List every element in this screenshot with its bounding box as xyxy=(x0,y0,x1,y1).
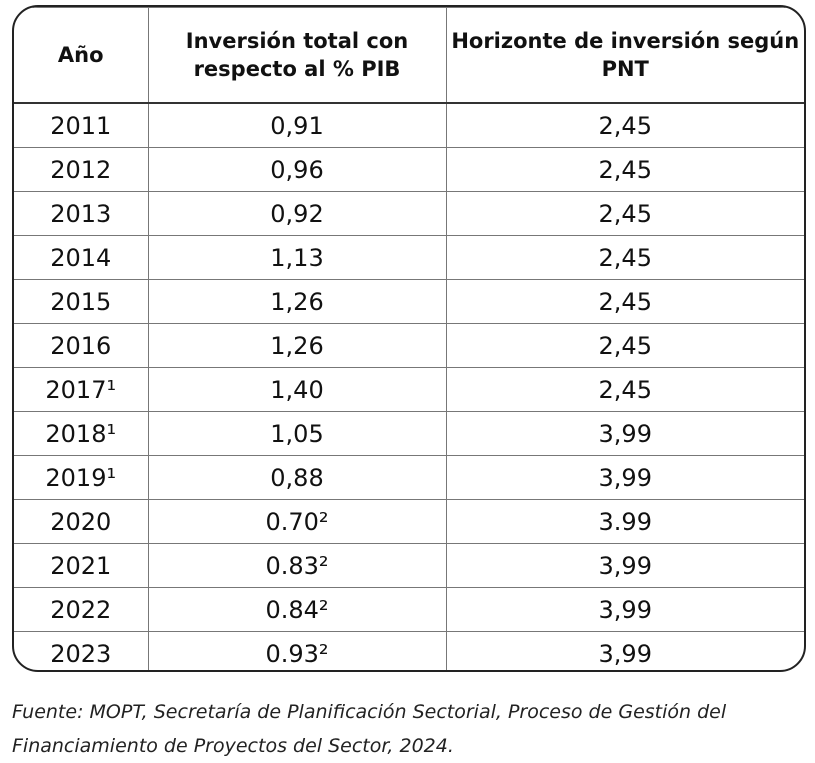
table-cell: 0,92 xyxy=(147,191,447,236)
table-row: 2014 1,13 2,45 xyxy=(14,235,804,280)
table-cell: 2019¹ xyxy=(14,455,149,500)
table-row: 2016 1,26 2,45 xyxy=(14,323,804,368)
table-cell: 2016 xyxy=(14,323,149,368)
table-cell: 0.70² xyxy=(147,499,447,544)
table-cell: 3,99 xyxy=(445,587,804,632)
table-row: 2015 1,26 2,45 xyxy=(14,279,804,324)
table-cell: 0,96 xyxy=(147,147,447,192)
table-row: 2018¹ 1,05 3,99 xyxy=(14,411,804,456)
table-cell: 2012 xyxy=(14,147,149,192)
table-row: 2017¹ 1,40 2,45 xyxy=(14,367,804,412)
table-row: 2012 0,96 2,45 xyxy=(14,147,804,192)
source-line: Fuente: MOPT, Secretaría de Planificació… xyxy=(12,701,727,723)
table-cell: 2023 xyxy=(14,631,149,670)
header-row: Año Inversión total con respecto al % PIB… xyxy=(14,7,804,104)
table-cell: 3,99 xyxy=(445,455,804,500)
table-row: 2011 0,91 2,45 xyxy=(14,102,804,148)
table-cell: 3,99 xyxy=(445,631,804,670)
table-frame: Año Inversión total con respecto al % PIB… xyxy=(12,5,806,672)
table-cell: 1,40 xyxy=(147,367,447,412)
table-cell: 2,45 xyxy=(445,191,804,236)
header-cell: Horizonte de inversión según PNT xyxy=(445,7,804,104)
table-cell: 3,99 xyxy=(445,411,804,456)
header-cell: Inversión total con respecto al % PIB xyxy=(147,7,447,104)
source-line: Financiamiento de Proyectos del Sector, … xyxy=(12,735,454,757)
table-cell: 2,45 xyxy=(445,147,804,192)
table-cell: 2013 xyxy=(14,191,149,236)
table-row: 2019¹ 0,88 3,99 xyxy=(14,455,804,500)
table-cell: 1,05 xyxy=(147,411,447,456)
table-cell: 0,88 xyxy=(147,455,447,500)
table-cell: 0,91 xyxy=(147,102,447,148)
table-cell: 2014 xyxy=(14,235,149,280)
table-cell: 2022 xyxy=(14,587,149,632)
table-cell: 1,26 xyxy=(147,323,447,368)
table-row: 2023 0.93² 3,99 xyxy=(14,631,804,670)
table-cell: 2017¹ xyxy=(14,367,149,412)
table-row: 2013 0,92 2,45 xyxy=(14,191,804,236)
table-row: 2021 0.83² 3,99 xyxy=(14,543,804,588)
header-cell: Año xyxy=(14,7,149,104)
table-cell: 1,26 xyxy=(147,279,447,324)
source-note: Fuente: MOPT, Secretaría de Planificació… xyxy=(12,695,726,763)
table-row: 2020 0.70² 3.99 xyxy=(14,499,804,544)
table-cell: 2,45 xyxy=(445,323,804,368)
table-cell: 1,13 xyxy=(147,235,447,280)
table-row: 2022 0.84² 3,99 xyxy=(14,587,804,632)
table-cell: 2,45 xyxy=(445,367,804,412)
table-cell: 0.93² xyxy=(147,631,447,670)
table-cell: 2,45 xyxy=(445,279,804,324)
table-cell: 2,45 xyxy=(445,235,804,280)
table-cell: 2,45 xyxy=(445,102,804,148)
table-cell: 2020 xyxy=(14,499,149,544)
table-cell: 2015 xyxy=(14,279,149,324)
table-cell: 2011 xyxy=(14,102,149,148)
table-cell: 3,99 xyxy=(445,543,804,588)
table-cell: 2018¹ xyxy=(14,411,149,456)
table-cell: 0.83² xyxy=(147,543,447,588)
table-cell: 2021 xyxy=(14,543,149,588)
data-table: Año Inversión total con respecto al % PIB… xyxy=(14,7,804,670)
table-cell: 3.99 xyxy=(445,499,804,544)
table-cell: 0.84² xyxy=(147,587,447,632)
